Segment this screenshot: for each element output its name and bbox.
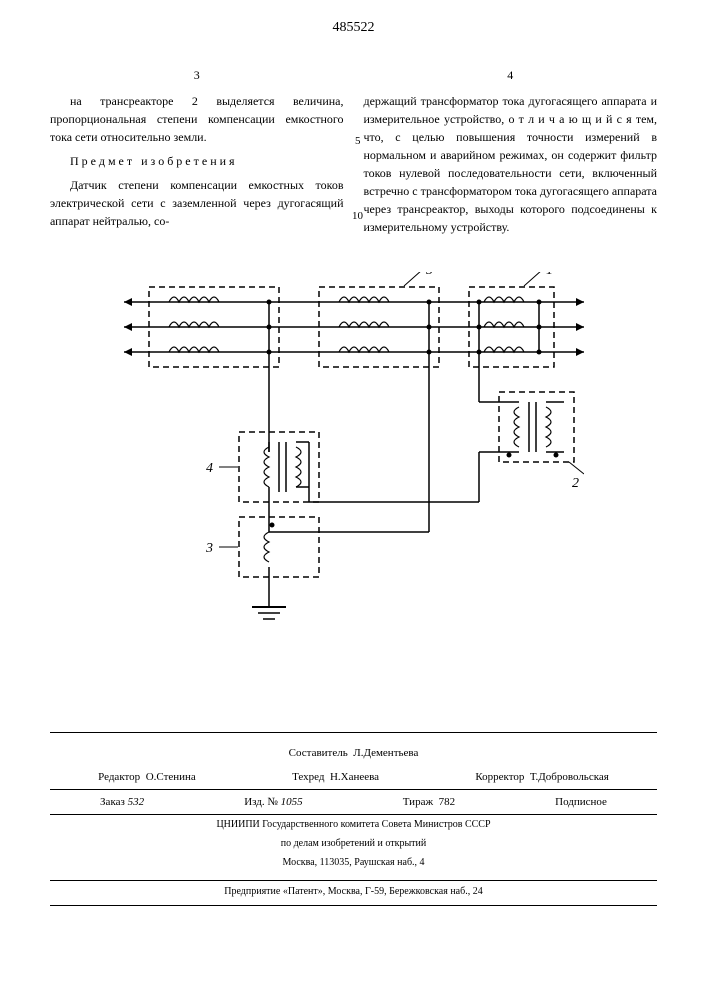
line-number-10: 10 [352, 210, 363, 222]
izd: Изд. № 1055 [244, 796, 302, 808]
label-2: 2 [572, 476, 579, 491]
claim-heading: Предмет изобретения [50, 152, 344, 170]
editor: Редактор О.Стенина [98, 771, 196, 783]
tirazh: Тираж 782 [403, 796, 455, 808]
footer: Составитель Л.Дементьева Редактор О.Стен… [50, 732, 657, 881]
label-5: 5 [426, 272, 433, 278]
label-3: 3 [205, 541, 213, 556]
diagram-svg: 5 1 [124, 272, 584, 652]
bottom-enterprise: Предприятие «Патент», Москва, Г-59, Бере… [50, 886, 657, 906]
document-number: 485522 [50, 20, 657, 36]
corrector: Корректор Т.Добровольская [475, 771, 609, 783]
compiler: Составитель Л.Дементьева [289, 747, 419, 759]
label-1: 1 [546, 272, 553, 278]
techred: Техред Н.Ханеева [292, 771, 379, 783]
left-column: 3 на трансреакторе 2 выделяется величина… [50, 66, 344, 242]
org-line1: ЦНИИПИ Государственного комитета Совета … [50, 815, 657, 834]
right-column: 4 держащий трансформатор тока дугогасяще… [364, 66, 658, 242]
right-col-number: 4 [364, 66, 658, 84]
order: Заказ 532 [100, 796, 144, 808]
left-p1: на трансреакторе 2 выделяется величина, … [50, 92, 344, 146]
right-p1: держащий трансформатор тока дугогасящего… [364, 92, 658, 236]
org-line2: по делам изобретений и открытий [50, 834, 657, 853]
label-4: 4 [206, 461, 213, 476]
org-addr: Москва, 113035, Раушская наб., 4 [50, 853, 657, 872]
circuit-diagram: 5 1 [124, 272, 584, 652]
subscription: Подписное [555, 796, 607, 808]
line-number-5: 5 [355, 135, 361, 147]
left-p2: Датчик степени компенсации емкостных ток… [50, 176, 344, 230]
left-col-number: 3 [50, 66, 344, 84]
